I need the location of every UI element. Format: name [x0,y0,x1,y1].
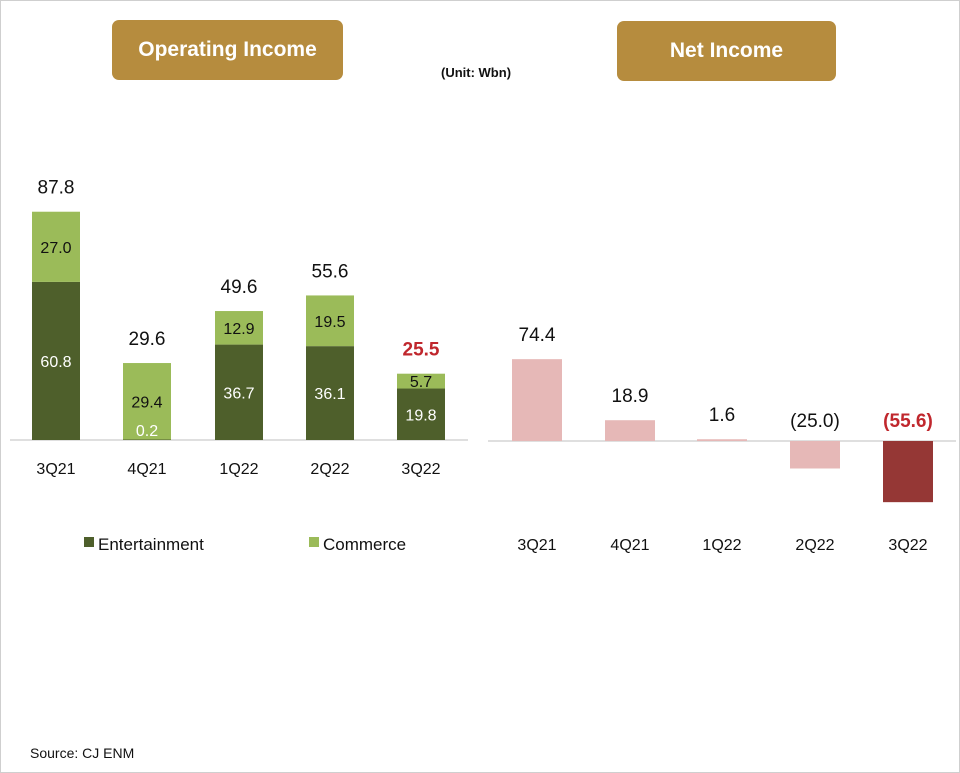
entertainment-value-label: 36.1 [314,386,345,403]
operating-income-total-label: 49.6 [221,277,258,298]
net-income-value-label: 18.9 [612,386,649,407]
net-income-bar-4q21 [605,420,655,441]
commerce-bar-3q22 [397,373,445,389]
operating-income-header: Operating Income [112,20,343,80]
net-income-category-label: 3Q21 [517,537,556,554]
commerce-bar-4q21 [123,363,171,440]
operating-income-total-label: 55.6 [312,261,349,282]
net-income-bar-2q22 [790,441,840,469]
legend-label-commerce: Commerce [323,535,406,554]
commerce-bar-1q22 [215,311,263,345]
operating-income-category-label: 3Q22 [401,461,440,478]
operating-income-category-label: 2Q22 [310,461,349,478]
net-income-bar-1q22 [697,439,747,441]
commerce-bar-3q21 [32,211,80,282]
net-income-category-label: 2Q22 [795,537,834,554]
commerce-value-label: 12.9 [223,321,254,338]
net-income-category-label: 4Q21 [610,537,649,554]
net-income-bar-3q21 [512,359,562,441]
entertainment-bar-4q21 [123,439,171,440]
legend-swatch-commerce [309,537,319,547]
operating-income-category-label: 4Q21 [127,461,166,478]
entertainment-bar-2q22 [306,346,354,440]
entertainment-bar-3q21 [32,281,80,440]
entertainment-bar-3q22 [397,388,445,440]
operating-income-total-label: 29.6 [129,329,166,350]
net-income-category-label: 1Q22 [702,537,741,554]
source-note: Source: CJ ENM [30,745,135,761]
net-income-chart: 74.4 3Q21 18.9 4Q21 1.6 1Q22 (25.0) 2Q22 (55.6) 3… [488,325,956,554]
net-income-category-label: 3Q22 [888,537,927,554]
commerce-value-label: 19.5 [314,314,345,331]
commerce-bar-2q22 [306,295,354,347]
operating-income-chart: 60.8 27.0 87.8 3Q21 0.2 29.4 29.6 4Q21 36.7 12.9 4… [10,178,468,554]
operating-income-category-label: 3Q21 [36,461,75,478]
entertainment-value-label: 19.8 [405,407,436,424]
net-income-value-label: (25.0) [790,411,840,432]
net-income-header: Net Income [617,21,836,81]
net-income-value-label: 1.6 [709,405,735,426]
operating-income-category-label: 1Q22 [219,461,258,478]
legend-swatch-entertainment [84,537,94,547]
entertainment-value-label: 36.7 [223,385,254,402]
commerce-value-label: 5.7 [410,374,432,391]
unit-label: (Unit: Wbn) [441,65,512,80]
operating-income-total-label: 25.5 [403,340,440,361]
commerce-value-label: 27.0 [40,240,71,257]
legend-label-entertainment: Entertainment [98,535,204,554]
net-income-value-label: 74.4 [519,325,556,346]
net-income-value-label: (55.6) [883,411,933,432]
entertainment-value-label: 0.2 [136,423,158,440]
net-income-bar-3q22 [883,441,933,503]
entertainment-bar-1q22 [215,344,263,440]
commerce-value-label: 29.4 [131,394,162,411]
operating-income-total-label: 87.8 [38,178,75,199]
entertainment-value-label: 60.8 [40,354,71,371]
